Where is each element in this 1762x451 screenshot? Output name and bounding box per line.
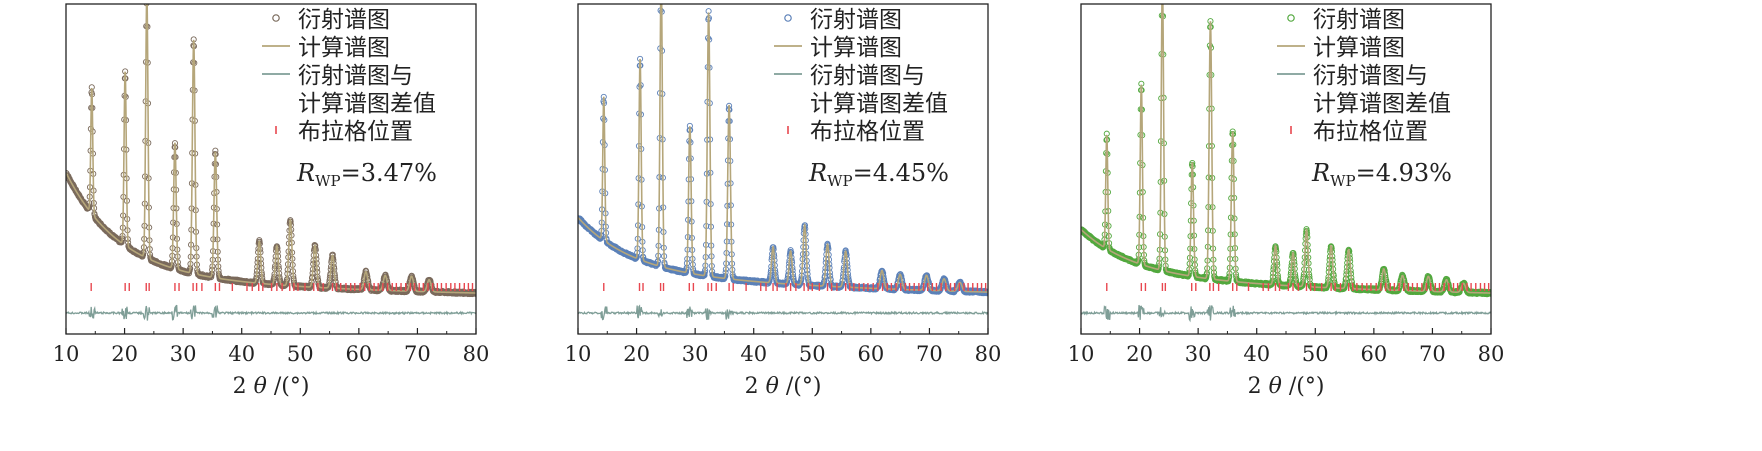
x-tick-label: 10 [1068, 342, 1095, 366]
x-axis-label: 2 θ /(°) [745, 374, 822, 399]
x-label-theta: θ [254, 374, 267, 399]
x-tick-label: 80 [1478, 342, 1505, 366]
x-tick-label: 80 [975, 342, 1002, 366]
legend-difference-label-2: 计算谱图差值 [1313, 91, 1451, 117]
x-tick-label: 50 [1302, 342, 1329, 366]
legend-calculated-label: 计算谱图 [298, 35, 390, 61]
rwp-value: =4.45% [853, 159, 949, 187]
x-tick-label: 60 [1360, 342, 1387, 366]
x-tick-label: 10 [565, 342, 592, 366]
rwp-symbol: R [1311, 159, 1330, 187]
legend-observed-marker [1287, 14, 1295, 22]
x-label-prefix: 2 [745, 374, 766, 399]
x-tick-label: 40 [740, 342, 767, 366]
legend-observed-label: 衍射谱图 [810, 7, 902, 33]
rwp-value: =3.47% [341, 159, 437, 187]
legend-calculated-label: 计算谱图 [1313, 35, 1405, 61]
rwp-text: RWP=4.93% [1311, 159, 1452, 190]
legend-bragg-label: 布拉格位置 [1313, 119, 1428, 145]
x-tick-label: 30 [682, 342, 709, 366]
x-axis: 10 20 30 40 50 60 70 80 [53, 328, 490, 366]
legend-difference-label-1: 衍射谱图与 [810, 63, 925, 89]
rwp-symbol: R [296, 159, 315, 187]
difference-line [1081, 304, 1491, 323]
x-tick-label: 20 [1126, 342, 1153, 366]
x-tick-label: 60 [857, 342, 884, 366]
legend-bragg-label: 布拉格位置 [810, 119, 925, 145]
x-tick-label: 20 [623, 342, 650, 366]
difference-line [66, 304, 476, 321]
x-tick-label: 40 [228, 342, 255, 366]
panel-3: 10 20 30 40 50 60 70 80 2 θ /(°) 衍射谱图计算谱图衍射谱图与计算谱… [1068, 3, 1505, 399]
x-axis-label: 2 θ /(°) [233, 374, 310, 399]
legend-difference-label-2: 计算谱图差值 [298, 91, 436, 117]
difference-line [578, 304, 988, 321]
legend-observed-marker [272, 14, 280, 22]
rwp-annotation: RWP=4.45% [808, 159, 949, 190]
x-tick-label: 50 [287, 342, 314, 366]
rwp-text: RWP=4.45% [808, 159, 949, 190]
x-label-suffix: /(°) [1282, 374, 1325, 399]
x-axis: 10 20 30 40 50 60 70 80 [565, 328, 1002, 366]
legend-observed-marker [784, 14, 792, 22]
x-label-suffix: /(°) [779, 374, 822, 399]
legend-calculated-label: 计算谱图 [810, 35, 902, 61]
calculated-line [578, 4, 988, 293]
legend-difference-label-1: 衍射谱图与 [1313, 63, 1428, 89]
legend-observed-label: 衍射谱图 [298, 7, 390, 33]
x-tick-label: 50 [799, 342, 826, 366]
x-label-theta: θ [766, 374, 779, 399]
plot-area [66, 4, 476, 321]
plot-area [578, 4, 988, 321]
x-tick-label: 30 [1185, 342, 1212, 366]
plot-area [1081, 4, 1491, 323]
x-tick-label: 70 [916, 342, 943, 366]
x-tick-label: 20 [111, 342, 138, 366]
x-axis-label: 2 θ /(°) [1248, 374, 1325, 399]
x-tick-label: 40 [1243, 342, 1270, 366]
x-label-theta: θ [1269, 374, 1282, 399]
rwp-subscript: WP [1330, 172, 1356, 190]
legend-difference-label-1: 衍射谱图与 [298, 63, 413, 89]
bragg-positions [90, 283, 474, 291]
panel-1: 10 20 30 40 50 60 70 80 2 θ /(°) 衍射谱图计算谱图衍射谱图与计算谱… [53, 3, 490, 399]
rwp-subscript: WP [827, 172, 853, 190]
rwp-text: RWP=3.47% [296, 159, 437, 190]
rwp-annotation: RWP=4.93% [1311, 159, 1452, 190]
rwp-value: =4.93% [1356, 159, 1452, 187]
rwp-symbol: R [808, 159, 827, 187]
x-tick-label: 70 [404, 342, 431, 366]
x-tick-label: 70 [1419, 342, 1446, 366]
rwp-subscript: WP [315, 172, 341, 190]
bragg-positions [603, 283, 987, 291]
x-tick-label: 30 [170, 342, 197, 366]
panel-2: 10 20 30 40 50 60 70 80 2 θ /(°) 衍射谱图计算谱图衍射谱图与计算谱… [565, 3, 1002, 399]
x-label-prefix: 2 [233, 374, 254, 399]
legend-observed-label: 衍射谱图 [1313, 7, 1405, 33]
x-label-prefix: 2 [1248, 374, 1269, 399]
x-tick-label: 80 [463, 342, 490, 366]
x-tick-label: 10 [53, 342, 80, 366]
legend-difference-label-2: 计算谱图差值 [810, 91, 948, 117]
rwp-annotation: RWP=3.47% [296, 159, 437, 190]
x-tick-label: 60 [345, 342, 372, 366]
x-label-suffix: /(°) [267, 374, 310, 399]
legend-bragg-label: 布拉格位置 [298, 119, 413, 145]
